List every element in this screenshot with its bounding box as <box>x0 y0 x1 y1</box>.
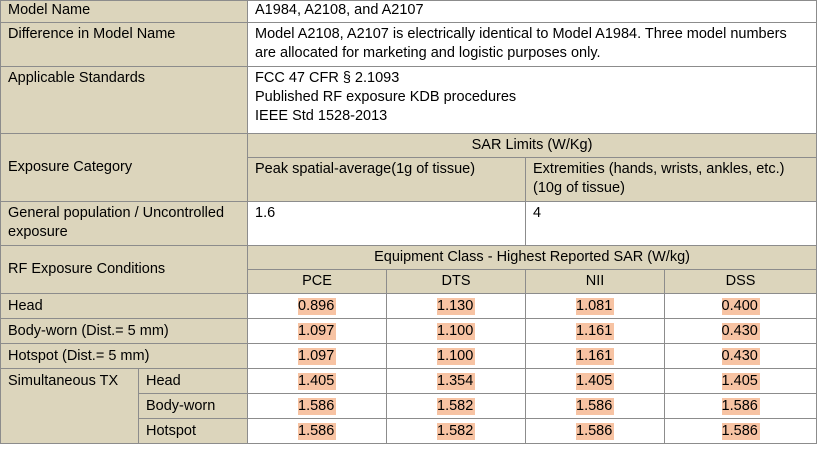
sar-value: 1.586 <box>721 422 760 440</box>
sar-value: 0.430 <box>721 322 760 340</box>
sar-value: 1.161 <box>576 322 615 340</box>
table-row: Model Name A1984, A2108, and A2107 <box>0 0 818 23</box>
table-row: Head 0.896 1.130 1.081 0.400 <box>0 293 818 319</box>
sar-value: 1.100 <box>437 347 476 365</box>
sar-value: 0.430 <box>721 347 760 365</box>
sar-limits-header: SAR Limits (W/Kg) <box>247 133 818 158</box>
difference-label: Difference in Model Name <box>0 22 249 67</box>
table-row: General population / Uncontrolled exposu… <box>0 201 818 246</box>
sar-value: 1.097 <box>298 347 337 365</box>
table-row: Body-worn (Dist.= 5 mm) 1.097 1.100 1.16… <box>0 318 818 344</box>
table-row: Applicable Standards FCC 47 CFR § 2.1093… <box>0 66 818 134</box>
standard-item: IEEE Std 1528-2013 <box>255 108 388 124</box>
result-hotspot-label: Hotspot (Dist.= 5 mm) <box>0 343 249 369</box>
sar-value: 1.405 <box>721 372 760 390</box>
standard-item: FCC 47 CFR § 2.1093 <box>255 70 400 86</box>
general-population-label: General population / Uncontrolled exposu… <box>0 201 249 246</box>
sar-value: 1.405 <box>576 372 615 390</box>
sar-value: 1.586 <box>298 422 337 440</box>
standards-values: FCC 47 CFR § 2.1093 Published RF exposur… <box>247 66 818 134</box>
sar-value: 1.586 <box>576 397 615 415</box>
standards-label: Applicable Standards <box>0 66 249 134</box>
exposure-category-label: Exposure Category <box>0 133 249 202</box>
table-row: Peak spatial-average(1g of tissue) Extre… <box>1 157 818 202</box>
table-row: Body-worn 1.586 1.582 1.586 1.586 <box>1 393 818 419</box>
sar-value: 0.896 <box>298 297 337 315</box>
peak-limit-value: 1.6 <box>247 201 527 246</box>
sar-value: 1.161 <box>576 347 615 365</box>
sar-value: 1.405 <box>298 372 337 390</box>
sar-value: 1.081 <box>576 297 615 315</box>
equipment-class-header: Equipment Class - Highest Reported SAR (… <box>247 245 818 270</box>
table-row: RF Exposure Conditions Equipment Class -… <box>0 245 818 294</box>
sar-value: 1.582 <box>437 397 476 415</box>
peak-spatial-label: Peak spatial-average(1g of tissue) <box>247 157 527 202</box>
table-row: Difference in Model Name Model A2108, A2… <box>0 22 818 67</box>
model-name-label: Model Name <box>0 0 249 23</box>
table-row: Hotspot 1.586 1.582 1.586 1.586 <box>1 418 818 444</box>
class-dss-header: DSS <box>664 269 818 294</box>
rf-exposure-conditions-label: RF Exposure Conditions <box>0 245 249 294</box>
sar-value: 1.582 <box>437 422 476 440</box>
class-dts-header: DTS <box>386 269 527 294</box>
model-name-value: A1984, A2108, and A2107 <box>247 0 818 23</box>
extremities-label: Extremities (hands, wrists, ankles, etc.… <box>525 157 818 202</box>
simultaneous-body-worn-label: Body-worn <box>137 393 249 419</box>
sar-value: 0.400 <box>721 297 760 315</box>
simultaneous-head-label: Head <box>137 368 249 394</box>
sar-value: 1.097 <box>298 322 337 340</box>
table-row: Simultaneous TX Head 1.405 1.354 1.405 1… <box>0 368 818 444</box>
table-row: PCE DTS NII DSS <box>1 269 818 294</box>
table-row: Hotspot (Dist.= 5 mm) 1.097 1.100 1.161 … <box>0 343 818 369</box>
difference-value: Model A2108, A2107 is electrically ident… <box>247 22 818 67</box>
sar-value: 1.354 <box>437 372 476 390</box>
sar-value: 1.130 <box>437 297 476 315</box>
class-pce-header: PCE <box>247 269 388 294</box>
result-head-label: Head <box>0 293 249 319</box>
result-body-worn-label: Body-worn (Dist.= 5 mm) <box>0 318 249 344</box>
sar-value: 1.586 <box>721 397 760 415</box>
simultaneous-hotspot-label: Hotspot <box>137 418 249 444</box>
extremities-limit-value: 4 <box>525 201 818 246</box>
sar-value: 1.586 <box>298 397 337 415</box>
standard-item: Published RF exposure KDB procedures <box>255 89 517 105</box>
simultaneous-tx-label: Simultaneous TX <box>0 368 139 444</box>
table-row: Exposure Category SAR Limits (W/Kg) <box>0 133 818 202</box>
sar-value: 1.100 <box>437 322 476 340</box>
sar-value: 1.586 <box>576 422 615 440</box>
class-nii-header: NII <box>525 269 666 294</box>
